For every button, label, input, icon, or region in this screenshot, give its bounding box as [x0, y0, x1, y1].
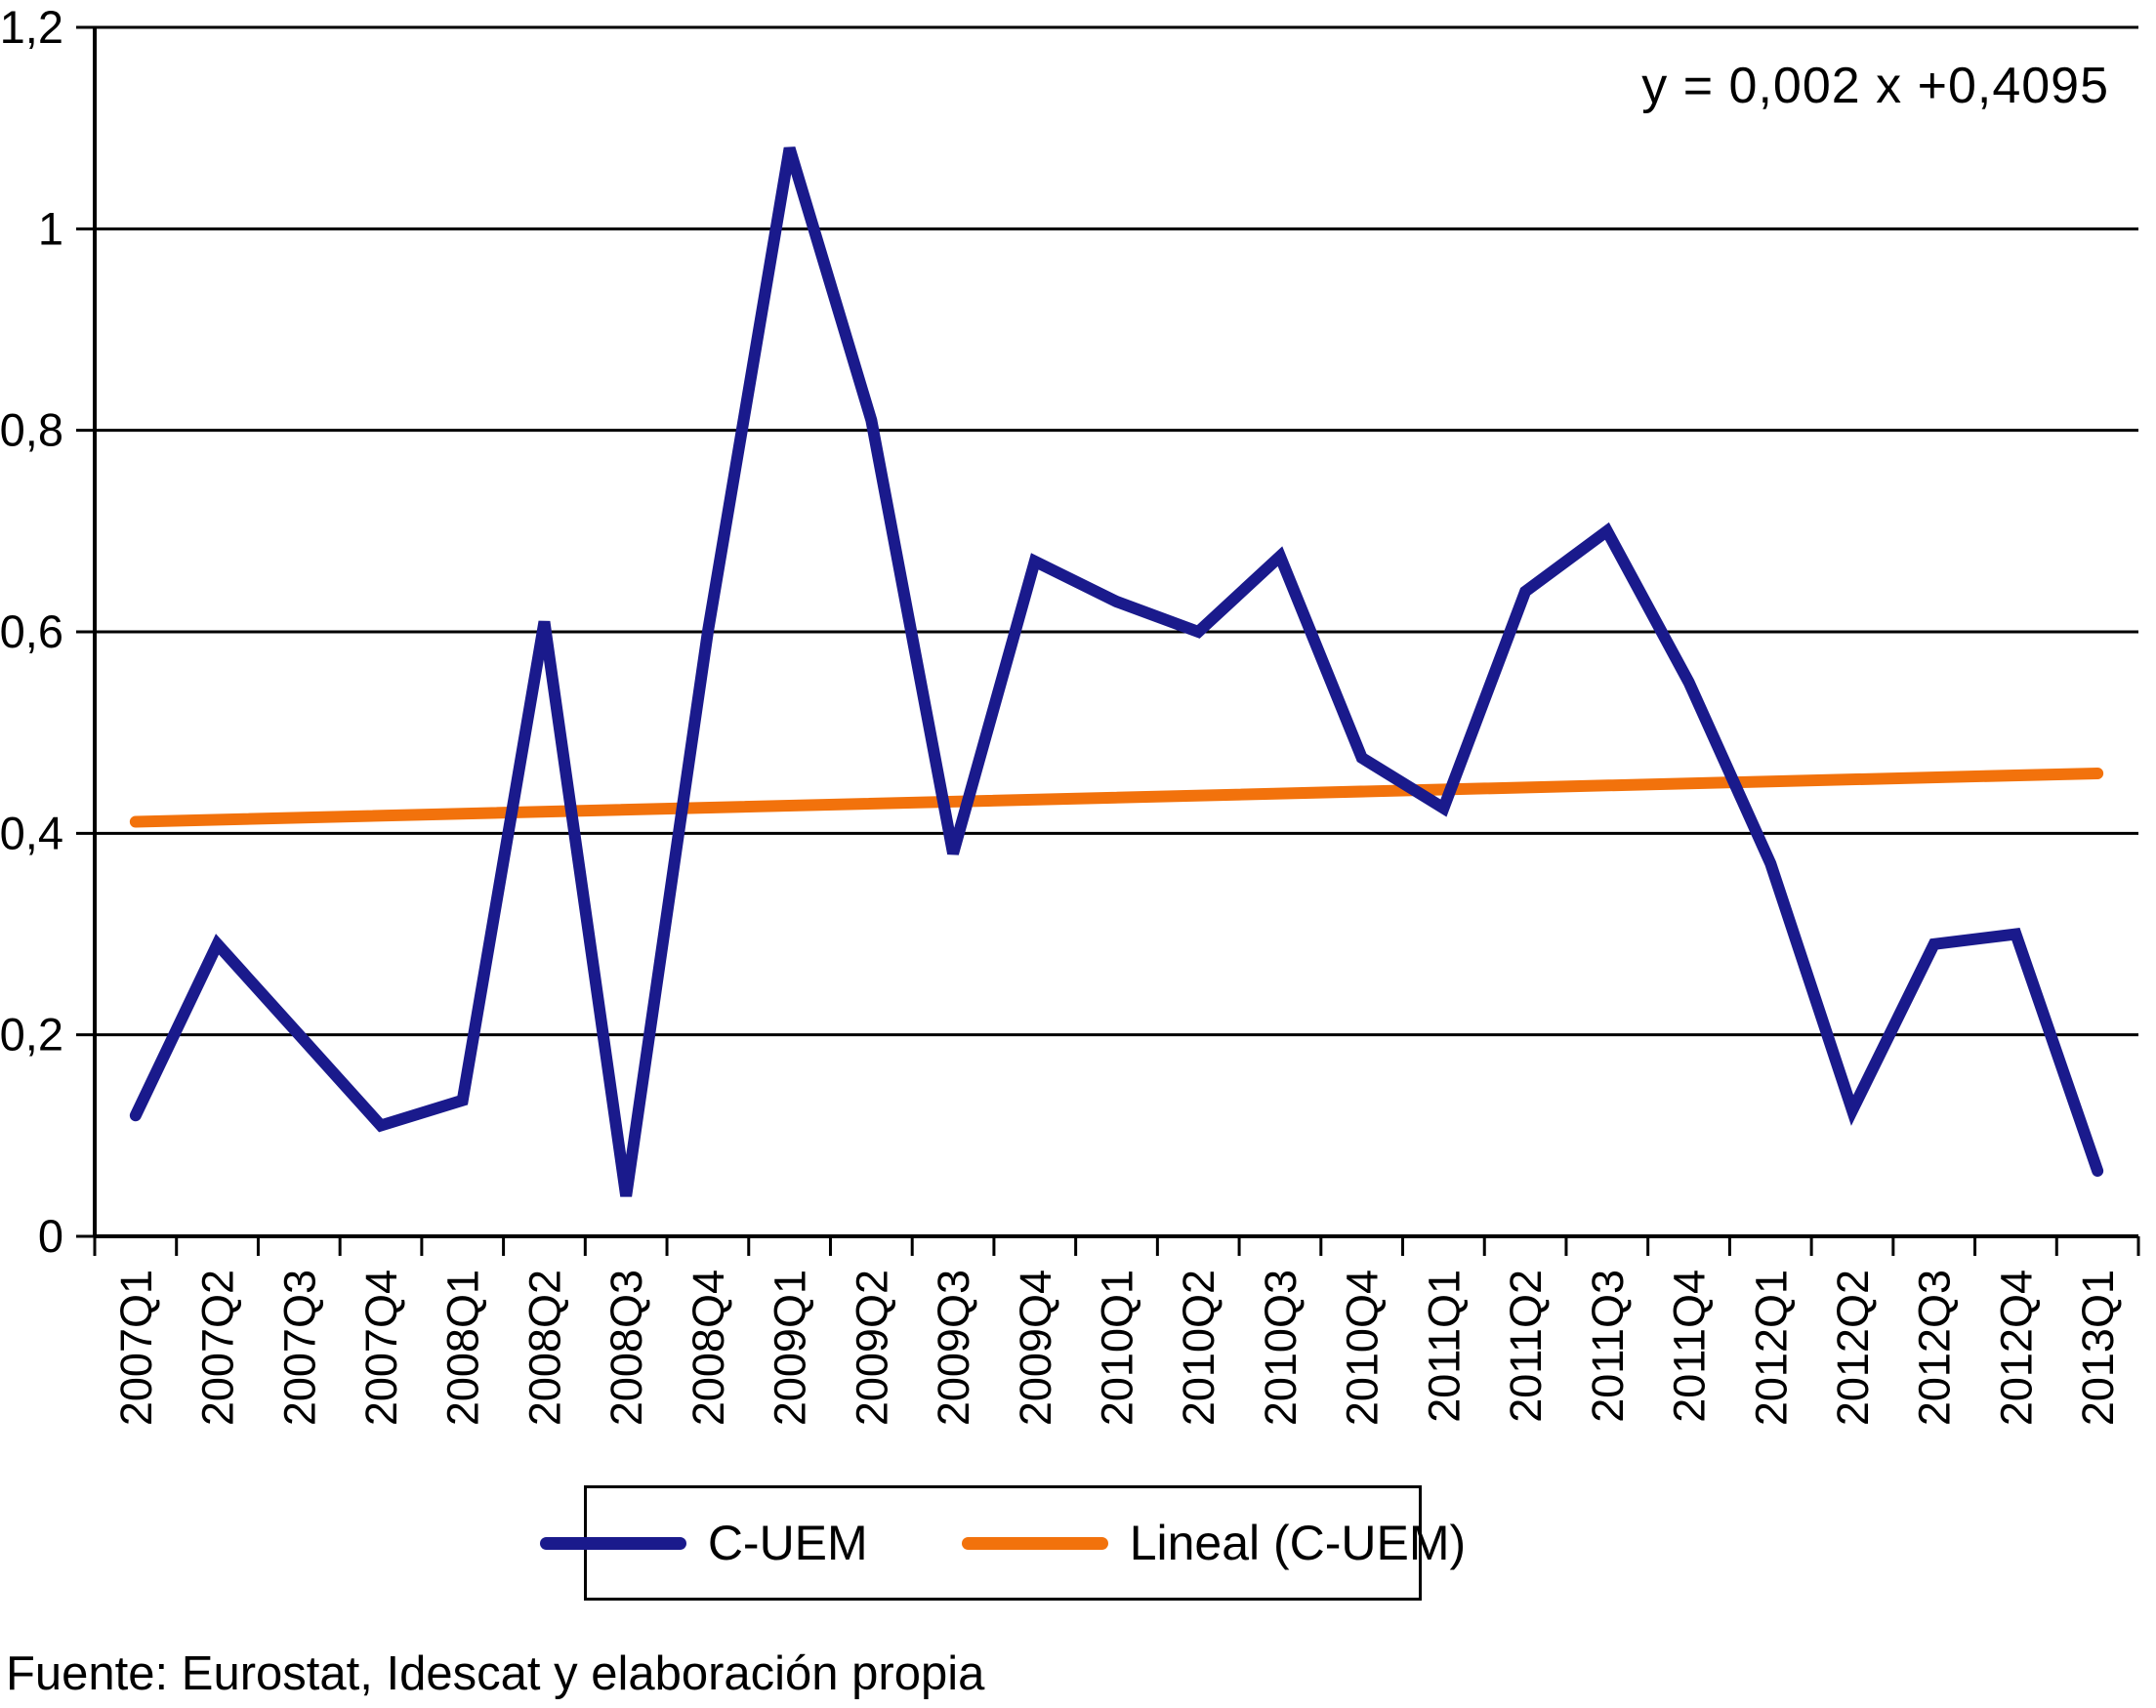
legend-item-c-uem: C-UEM	[539, 1515, 868, 1571]
y-tick-label: 0,8	[0, 404, 63, 456]
x-tick-label: 2010Q2	[1174, 1270, 1223, 1426]
y-tick-label: 0	[38, 1210, 63, 1262]
x-tick-label: 2012Q1	[1746, 1270, 1796, 1426]
y-tick-label: 0,6	[0, 605, 63, 657]
legend-item-lineal: Lineal (C-UEM)	[961, 1515, 1467, 1571]
x-tick-label: 2012Q4	[1991, 1270, 2041, 1426]
x-tick-label: 2008Q2	[519, 1270, 569, 1426]
x-tick-label: 2009Q3	[929, 1270, 978, 1426]
x-tick-label: 2010Q4	[1338, 1270, 1388, 1426]
x-tick-label: 2008Q4	[684, 1270, 733, 1426]
x-tick-label: 2009Q1	[766, 1270, 815, 1426]
x-tick-label: 2009Q2	[847, 1270, 896, 1426]
y-tick-label: 1,2	[0, 1, 63, 53]
y-tick-label: 1	[38, 202, 63, 254]
x-tick-label: 2012Q2	[1828, 1270, 1878, 1426]
x-tick-label: 2007Q2	[193, 1270, 243, 1426]
series-line-c-uem	[129, 146, 2104, 1197]
x-tick-label: 2010Q3	[1256, 1270, 1306, 1426]
trendline-equation: y = 0,002 x +0,4095	[1641, 58, 2109, 114]
x-tick-label: 2013Q1	[2073, 1270, 2123, 1426]
x-tick-label: 2010Q1	[1093, 1270, 1142, 1426]
x-tick-label: 2011Q3	[1583, 1270, 1633, 1423]
legend-label-lineal: Lineal (C-UEM)	[1129, 1516, 1467, 1570]
lineal-line-swatch-icon	[961, 1536, 1108, 1550]
x-tick-label: 2011Q2	[1501, 1270, 1551, 1423]
x-tick-label: 2008Q3	[601, 1270, 651, 1426]
x-tick-label: 2007Q4	[356, 1270, 406, 1426]
trendline-lineal-c-uem	[129, 767, 2104, 828]
x-tick-label: 2011Q1	[1419, 1270, 1469, 1423]
x-tick-label: 2008Q1	[438, 1270, 488, 1426]
x-tick-label: 2009Q4	[1011, 1270, 1060, 1426]
x-tick-label: 2007Q1	[111, 1270, 161, 1426]
y-tick-label: 0,4	[0, 807, 63, 858]
x-tick-label: 2012Q3	[1910, 1270, 1960, 1426]
c-uem-line-swatch-icon	[539, 1536, 686, 1550]
x-tick-label: 2007Q3	[274, 1270, 324, 1426]
legend-label-c-uem: C-UEM	[707, 1516, 868, 1570]
y-tick-label: 0,2	[0, 1009, 63, 1061]
x-tick-label: 2011Q4	[1665, 1270, 1715, 1423]
source-note: Fuente: Eurostat, Idescat y elaboración …	[6, 1647, 985, 1700]
chart-legend: C-UEM Lineal (C-UEM)	[539, 1485, 1466, 1601]
